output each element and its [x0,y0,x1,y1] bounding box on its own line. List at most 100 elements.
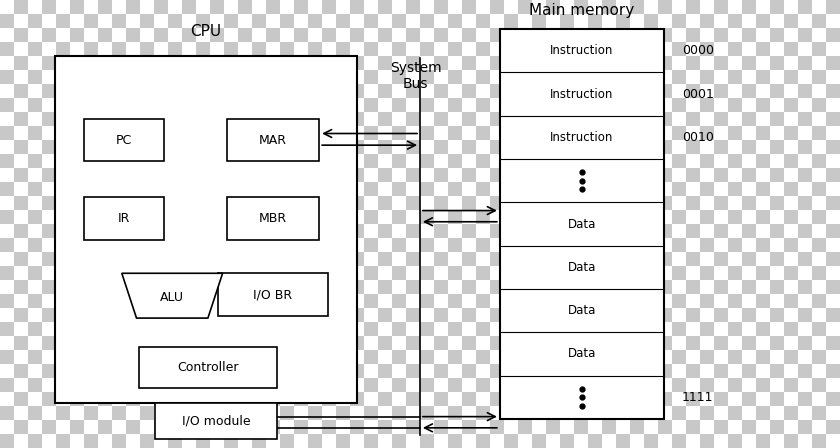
Bar [546,112,560,126]
Bar [672,224,686,238]
Bar [532,0,546,14]
Bar [0,294,14,308]
Bar [350,112,364,126]
Bar [742,196,756,210]
Bar [546,308,560,322]
Bar [588,98,602,112]
Bar [14,210,28,224]
Bar [350,154,364,168]
Bar [336,182,350,196]
Bar [490,294,504,308]
Bar [770,350,784,364]
Bar [504,182,518,196]
Bar [56,56,70,70]
Bar [294,392,308,406]
Bar [126,126,140,140]
Bar [238,56,252,70]
Bar [560,196,574,210]
Bar [252,98,266,112]
Bar [448,406,462,420]
Bar [266,266,280,280]
Bar [532,14,546,28]
Bar [756,126,770,140]
Bar [420,378,434,392]
Bar [448,56,462,70]
Bar [742,28,756,42]
Bar [742,126,756,140]
Bar [266,364,280,378]
Bar [784,98,798,112]
Bar [504,238,518,252]
Bar [728,322,742,336]
Bar [14,322,28,336]
Bar [364,98,378,112]
Bar [742,434,756,448]
Bar [784,280,798,294]
Bar [350,182,364,196]
Bar [616,266,630,280]
Bar [210,350,224,364]
Bar [630,294,644,308]
Bar [70,140,84,154]
Bar [742,266,756,280]
Bar [658,420,672,434]
Bar [518,98,532,112]
Bar [98,182,112,196]
Bar [588,126,602,140]
Bar [154,98,168,112]
Bar [504,294,518,308]
Bar [812,154,826,168]
Bar [630,238,644,252]
Bar [364,322,378,336]
Bar [476,0,490,14]
Bar [574,280,588,294]
Bar [406,350,420,364]
Bar [588,308,602,322]
Bar [490,196,504,210]
Bar [546,56,560,70]
Bar [798,98,812,112]
Bar [644,42,658,56]
Bar [728,378,742,392]
Bar [532,420,546,434]
Bar [644,182,658,196]
Bar [308,0,322,14]
Bar [630,406,644,420]
Bar [490,280,504,294]
Bar [826,224,840,238]
Bar [826,210,840,224]
Bar [98,112,112,126]
Bar [714,420,728,434]
Bar [770,56,784,70]
Bar [672,420,686,434]
Bar [756,378,770,392]
Bar [0,392,14,406]
Bar [770,154,784,168]
Bar [308,154,322,168]
Bar [406,14,420,28]
Bar [126,140,140,154]
Text: I/O BR: I/O BR [254,288,292,301]
Bar [28,420,42,434]
Bar [154,196,168,210]
Bar [336,350,350,364]
Bar [84,266,98,280]
Bar [574,224,588,238]
Bar [616,98,630,112]
Bar [462,378,476,392]
Bar [756,224,770,238]
Bar [504,406,518,420]
Bar [336,434,350,448]
Bar [406,98,420,112]
Bar [14,182,28,196]
Bar [182,70,196,84]
Bar [0,168,14,182]
Bar [728,350,742,364]
Bar [770,252,784,266]
Bar [42,252,56,266]
Bar [182,56,196,70]
Text: Data: Data [568,347,596,361]
Bar [84,322,98,336]
Bar [392,182,406,196]
Bar [0,238,14,252]
